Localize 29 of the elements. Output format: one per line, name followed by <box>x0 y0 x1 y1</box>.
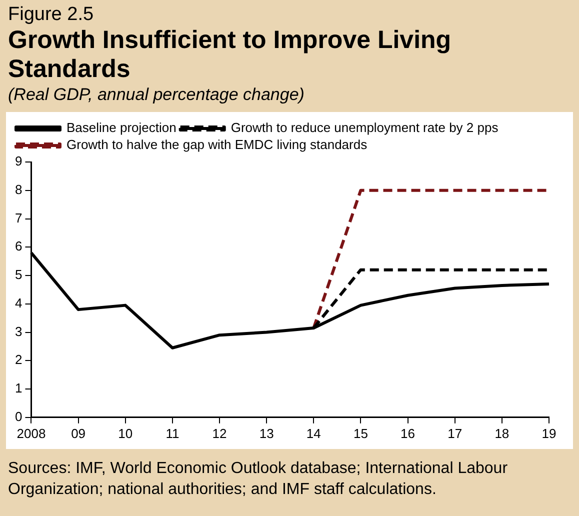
x-tick-label: 14 <box>306 426 321 441</box>
legend-label: Growth to reduce unemployment rate by 2 pps <box>230 120 499 136</box>
x-tick-label: 10 <box>118 426 133 441</box>
y-tick-label: 1 <box>14 380 22 396</box>
chart-title: Growth Insufficient to Improve Living Standards <box>8 26 452 84</box>
y-tick-label: 4 <box>14 295 22 310</box>
y-tick-label: 3 <box>14 324 22 339</box>
y-tick-label: 8 <box>14 182 22 197</box>
x-tick-label: 2008 <box>16 426 46 441</box>
y-tick-label: 0 <box>14 408 22 424</box>
x-tick-label: 13 <box>259 426 274 441</box>
x-tick-label: 11 <box>166 426 180 441</box>
source-note: Sources: IMF, World Economic Outlook database; International Labour Organization; national authorities; and IMF staff calculations. <box>8 459 509 500</box>
x-tick-label: 17 <box>448 426 462 441</box>
chart-subtitle: (Real GDP, annual percentage change) <box>8 85 306 105</box>
x-tick-label: 16 <box>400 426 416 441</box>
y-tick-label: 6 <box>14 238 22 254</box>
y-tick-label: 5 <box>14 267 22 282</box>
legend-label: Baseline projection <box>66 120 176 136</box>
y-tick-label: 7 <box>14 210 22 226</box>
x-tick-label: 09 <box>71 426 86 441</box>
x-tick-label: 15 <box>353 426 368 441</box>
x-tick-label: 18 <box>494 426 510 441</box>
y-tick-label: 9 <box>14 154 22 169</box>
y-tick-label: 2 <box>14 352 22 368</box>
caption: Figure 2.5 <box>8 4 95 26</box>
legend-label: Growth to halve the gap with EMDC living standards <box>66 137 368 152</box>
x-tick-label: 12 <box>212 426 227 441</box>
x-tick-label: 19 <box>542 426 556 441</box>
